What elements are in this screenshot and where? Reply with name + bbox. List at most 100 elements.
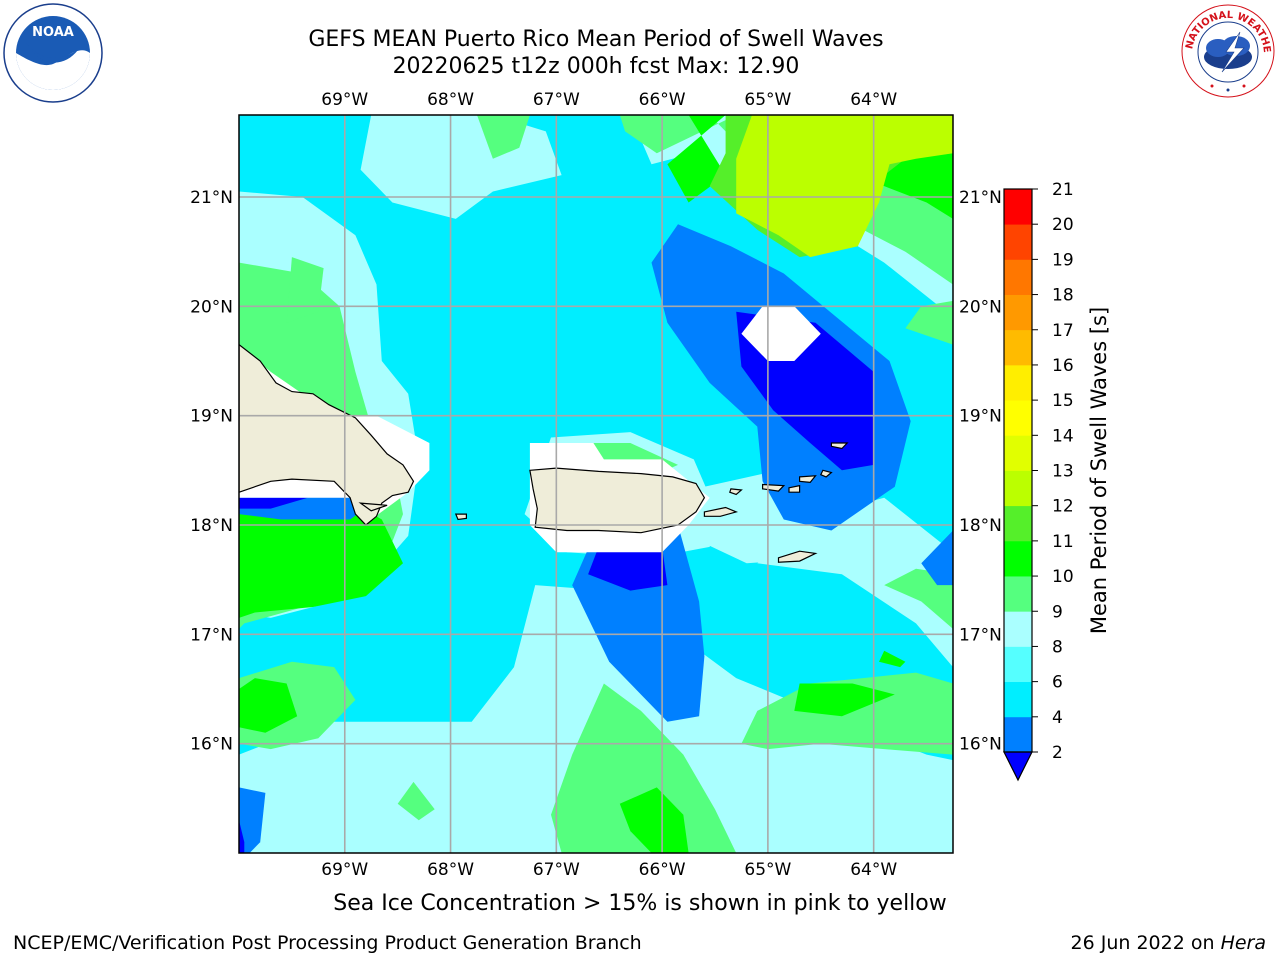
land-vieques — [703, 506, 739, 517]
contour-region-32 — [921, 530, 953, 586]
contour-region-25 — [619, 787, 689, 853]
land-hispaniola — [239, 343, 415, 526]
colorbar-tick-label: 6 — [1052, 673, 1063, 693]
colorbar-segment-8 — [1004, 435, 1032, 471]
lon-label-bottom: 66°W — [639, 860, 686, 880]
colorbar-segment-4 — [1004, 576, 1032, 612]
contour-region-7 — [757, 497, 953, 668]
contour-region-13 — [905, 300, 953, 345]
land-tortola — [798, 475, 817, 484]
lat-label-right: 19°N — [959, 407, 1002, 427]
footer-branch: NCEP/EMC/Verification Post Processing Pr… — [13, 932, 642, 954]
lon-label-bottom: 67°W — [533, 860, 580, 880]
colorbar-tick-label: 12 — [1052, 497, 1074, 517]
colorbar-tick-label: 18 — [1052, 286, 1074, 306]
contour-region-26 — [879, 650, 906, 668]
colorbar-tick-label: 2 — [1052, 743, 1063, 763]
contour-region-16 — [551, 683, 737, 853]
land-mona — [454, 513, 467, 521]
sea-ice-caption-text: Sea Ice Concentration > 15% is shown in … — [333, 891, 947, 916]
colorbar-tick-label: 13 — [1052, 462, 1074, 482]
colorbar-segment-10 — [1004, 364, 1032, 401]
lat-label-right: 17°N — [959, 625, 1002, 645]
colorbar-tick-label: 9 — [1052, 602, 1063, 622]
noaa-logo: NOAA — [3, 3, 103, 103]
colorbar-tick-label: 19 — [1052, 250, 1074, 270]
lat-label-right: 21°N — [959, 188, 1002, 208]
contour-region-8 — [477, 115, 530, 159]
land-saona — [358, 502, 388, 512]
colorbar-tick-label: 15 — [1052, 391, 1074, 411]
coastlines — [239, 343, 849, 563]
lon-label-top: 68°W — [427, 90, 474, 110]
map-frame — [238, 114, 954, 854]
contour-region-24 — [794, 683, 895, 717]
land-st-croix — [777, 550, 818, 563]
lat-label-right: 18°N — [959, 516, 1002, 536]
lat-label-left: 20°N — [190, 297, 233, 317]
contour-region-37 — [239, 820, 245, 853]
lon-label-top: 65°W — [744, 90, 791, 110]
colorbar-tick-label: 21 — [1052, 180, 1074, 200]
contour-region-28 — [736, 115, 953, 258]
colorbar-tick-label: 14 — [1052, 426, 1074, 446]
contour-region-38 — [741, 306, 821, 361]
colorbar-segment-13 — [1004, 259, 1032, 295]
land-puerto-rico — [529, 467, 706, 534]
lat-label-left: 21°N — [190, 188, 233, 208]
contour-region-18 — [397, 781, 435, 821]
colorbar-segment-5 — [1004, 540, 1032, 577]
land-culebra — [729, 488, 743, 496]
contour-region-36 — [239, 497, 308, 509]
lon-label-top: 67°W — [533, 90, 580, 110]
sea-ice-caption: Sea Ice Concentration > 15% is shown in … — [0, 891, 1280, 916]
colorbar-segment-1 — [1004, 681, 1032, 718]
footer-date-text: 26 Jun 2022 on — [1070, 932, 1215, 954]
colorbar-tick-label: 10 — [1052, 567, 1074, 587]
lat-label-left: 16°N — [190, 735, 233, 755]
noaa-logo-text: NOAA — [32, 25, 74, 40]
colorbar-segment-0 — [1004, 716, 1032, 753]
colorbar-under-arrow — [1003, 751, 1033, 782]
colorbar-segment-7 — [1004, 470, 1032, 507]
colorbar: 2 4 6 8 9 10 11 12 13 14 15 16 17 18 19 20 21 Mean Period… — [1003, 180, 1111, 782]
chart-subtitle: 20220625 t12z 000h fcst Max: 12.90 — [392, 54, 800, 79]
lon-label-top: 64°W — [850, 90, 897, 110]
colorbar-segment-15 — [1004, 189, 1032, 225]
lon-label-bottom: 65°W — [744, 860, 791, 880]
lon-label-top: 69°W — [321, 90, 368, 110]
colorbar-segment-6 — [1004, 505, 1032, 542]
colorbar-segment-2 — [1004, 646, 1032, 683]
colorbar-label: Mean Period of Swell Waves [s] — [1087, 307, 1111, 634]
map-gridlines — [239, 115, 953, 853]
colorbar-segment-12 — [1004, 294, 1032, 331]
contour-region-22 — [239, 678, 298, 733]
lon-label-top: 66°W — [639, 90, 686, 110]
colorbar-tick-label: 20 — [1052, 215, 1074, 235]
colorbar-tick-label: 17 — [1052, 321, 1074, 341]
contour-region-33 — [239, 787, 266, 853]
colorbar-tick-label: 8 — [1052, 637, 1063, 657]
chart-title: GEFS MEAN Puerto Rico Mean Period of Swe… — [308, 27, 884, 52]
contour-region-35 — [588, 546, 668, 591]
colorbar-segment-9 — [1004, 400, 1032, 436]
footer-date: 26 Jun 2022 on Hera — [1071, 932, 1267, 954]
land-anegada — [830, 442, 849, 450]
colorbar-tick-label: 16 — [1052, 356, 1074, 376]
lat-label-right: 20°N — [959, 297, 1002, 317]
colorbar-segment-14 — [1004, 224, 1032, 260]
lat-label-left: 19°N — [190, 407, 233, 427]
land-st-john — [788, 484, 801, 493]
lat-label-right: 16°N — [959, 735, 1002, 755]
colorbar-tick-label: 11 — [1052, 532, 1074, 552]
lat-label-left: 18°N — [190, 516, 233, 536]
footer-host: Hera — [1220, 932, 1266, 954]
colorbar-segment-11 — [1004, 329, 1032, 366]
land-virgin-gorda — [819, 469, 833, 478]
nws-logo: NATIONAL WEATHER SERVICE — [1178, 2, 1275, 98]
map-tick-labels: 69°W 69°W 68°W 68°W 67°W 67°W 66°W 66°W 65°W 65°W… — [190, 90, 1002, 880]
lon-label-bottom: 69°W — [321, 860, 368, 880]
lon-label-bottom: 64°W — [850, 860, 897, 880]
colorbar-segment-3 — [1004, 611, 1032, 647]
